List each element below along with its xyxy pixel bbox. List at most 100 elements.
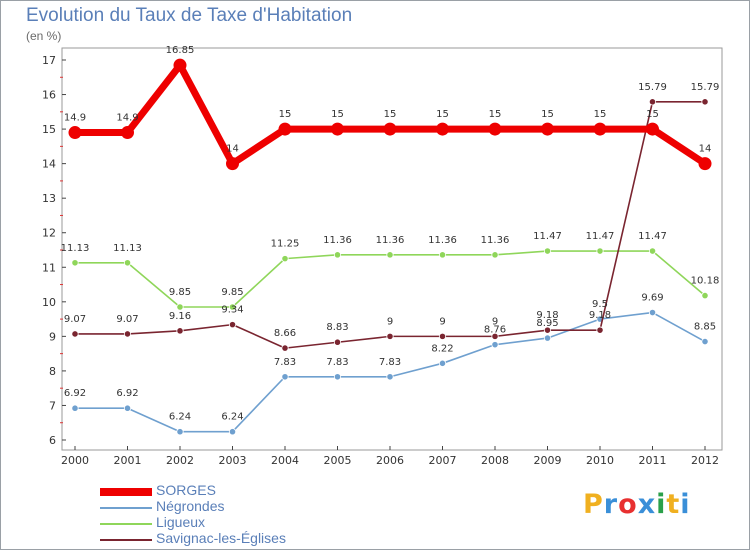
data-point bbox=[491, 332, 499, 340]
logo-letter: i bbox=[680, 489, 691, 520]
y-tick-label: 15 bbox=[42, 123, 56, 136]
y-tick-label: 14 bbox=[42, 158, 56, 171]
data-label: 7.83 bbox=[274, 357, 296, 368]
data-point bbox=[543, 334, 552, 342]
data-point bbox=[226, 157, 239, 171]
chart-subtitle: (en %) bbox=[26, 29, 62, 43]
data-point bbox=[436, 122, 449, 136]
data-point bbox=[121, 126, 134, 140]
data-label: 8.22 bbox=[431, 343, 453, 354]
legend-swatch-sorges bbox=[100, 488, 152, 496]
data-point bbox=[438, 359, 447, 367]
y-tick-label: 6 bbox=[49, 434, 56, 447]
plot-area bbox=[61, 47, 723, 451]
data-point bbox=[176, 303, 184, 311]
y-tick-label: 7 bbox=[49, 399, 56, 412]
data-label: 11.13 bbox=[61, 243, 90, 254]
data-label: 9.07 bbox=[116, 314, 138, 325]
data-label: 8.83 bbox=[326, 322, 348, 333]
legend-swatch-ligueux bbox=[100, 523, 152, 525]
data-label: 15 bbox=[594, 109, 607, 120]
data-point bbox=[281, 255, 289, 263]
chart-title: Evolution du Taux de Taxe d'Habitation bbox=[26, 5, 353, 26]
legend-label-savignac: Savignac-les-Églises bbox=[156, 530, 286, 546]
y-tick-label: 8 bbox=[49, 365, 56, 378]
data-point bbox=[648, 247, 657, 255]
data-point bbox=[71, 404, 79, 412]
data-point bbox=[593, 122, 607, 136]
y-tick-label: 9 bbox=[49, 330, 56, 343]
x-tick-label: 2003 bbox=[219, 454, 247, 467]
data-label: 7.83 bbox=[379, 357, 401, 368]
data-point bbox=[333, 338, 342, 346]
data-point bbox=[438, 251, 447, 259]
series-line-2 bbox=[74, 250, 706, 308]
data-point bbox=[123, 330, 132, 338]
data-point bbox=[228, 303, 237, 311]
data-label: 9.85 bbox=[221, 287, 243, 298]
x-tick-label: 2004 bbox=[271, 454, 299, 467]
data-point bbox=[488, 122, 502, 136]
legend-label-sorges: SORGES bbox=[156, 482, 216, 498]
data-label: 8.66 bbox=[274, 328, 296, 339]
data-point bbox=[698, 157, 712, 171]
data-label: 11.36 bbox=[481, 235, 510, 246]
data-label: 9.85 bbox=[169, 287, 191, 298]
data-label: 9 bbox=[387, 316, 393, 327]
data-point bbox=[543, 247, 552, 255]
data-point bbox=[386, 373, 394, 381]
data-label: 15 bbox=[489, 109, 502, 120]
logo-letter: r bbox=[603, 489, 619, 520]
data-point bbox=[646, 122, 659, 136]
data-point bbox=[71, 330, 79, 338]
data-label: 9.07 bbox=[64, 314, 86, 325]
data-label: 16.85 bbox=[166, 45, 195, 56]
x-tick-label: 2005 bbox=[324, 454, 352, 467]
data-label: 11.47 bbox=[638, 231, 667, 242]
data-point bbox=[386, 332, 394, 340]
x-tick-label: 2010 bbox=[586, 454, 614, 467]
data-label: 6.24 bbox=[221, 412, 243, 423]
data-point bbox=[383, 122, 397, 136]
data-point bbox=[596, 326, 604, 334]
data-point bbox=[333, 251, 342, 259]
data-point bbox=[331, 122, 344, 136]
data-label: 9.18 bbox=[589, 310, 611, 321]
data-label: 6.92 bbox=[116, 388, 138, 399]
data-point bbox=[71, 259, 79, 267]
data-label: 14.9 bbox=[64, 113, 86, 124]
data-point bbox=[228, 428, 237, 436]
data-point bbox=[173, 58, 187, 72]
logo-letter: i bbox=[656, 489, 667, 520]
data-label: 10.18 bbox=[691, 276, 720, 287]
data-label: 11.36 bbox=[428, 235, 457, 246]
x-tick-label: 2002 bbox=[166, 454, 194, 467]
data-point bbox=[648, 98, 657, 106]
data-label: 9.69 bbox=[641, 293, 663, 304]
x-tick-label: 2000 bbox=[61, 454, 89, 467]
data-label: 7.83 bbox=[326, 357, 348, 368]
data-point bbox=[123, 404, 132, 412]
data-point bbox=[648, 308, 657, 317]
logo-letter: P bbox=[583, 489, 604, 520]
data-label: 11.25 bbox=[271, 239, 300, 250]
data-label: 6.24 bbox=[169, 412, 191, 423]
y-tick-label: 12 bbox=[42, 227, 56, 240]
logo-letter: t bbox=[666, 489, 681, 520]
data-point bbox=[596, 247, 604, 255]
data-label: 15 bbox=[436, 109, 449, 120]
data-label: 14 bbox=[226, 144, 239, 155]
legend-label-ligueux: Ligueux bbox=[156, 514, 206, 530]
data-label: 11.13 bbox=[113, 243, 142, 254]
proxiti-logo: Proxiti bbox=[583, 489, 691, 520]
data-label: 15 bbox=[279, 109, 292, 120]
data-point bbox=[281, 373, 289, 381]
data-point bbox=[491, 341, 499, 349]
legend-swatch-negrondes bbox=[100, 507, 152, 509]
data-point bbox=[701, 291, 709, 300]
data-label: 15 bbox=[331, 109, 344, 120]
logo-letter: x bbox=[637, 489, 657, 520]
data-point bbox=[123, 259, 132, 267]
